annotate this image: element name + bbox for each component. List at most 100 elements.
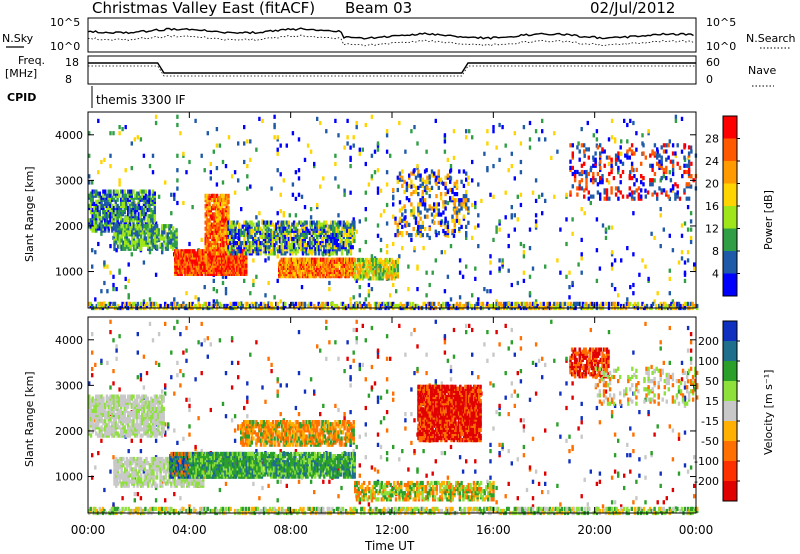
power-cell — [118, 125, 121, 130]
power-cell — [124, 246, 127, 251]
power-cell — [205, 210, 209, 215]
power-cell — [278, 236, 282, 242]
power-cell — [426, 175, 429, 180]
power-cell — [209, 206, 212, 211]
power-cell — [443, 289, 447, 294]
power-cell — [460, 202, 463, 207]
velocity-cell — [136, 492, 139, 497]
power-cell — [366, 257, 369, 263]
power-cell — [430, 173, 434, 178]
power-cell — [209, 241, 212, 246]
power-cell — [91, 193, 94, 198]
power-cell — [326, 301, 329, 306]
power-cell — [496, 301, 500, 306]
power-cell — [466, 301, 469, 306]
power-cell — [544, 264, 547, 269]
power-cell — [170, 224, 173, 229]
power-cell — [291, 301, 295, 306]
power-cell — [598, 303, 602, 309]
power-cell — [607, 180, 611, 185]
power-cell — [516, 301, 519, 306]
power-cell — [200, 263, 204, 268]
power-cell — [303, 243, 306, 248]
power-cell — [139, 301, 143, 306]
power-cell — [306, 143, 310, 148]
power-cell — [366, 272, 369, 277]
power-cell — [661, 303, 664, 309]
power-cell — [113, 301, 117, 306]
power-cell — [291, 245, 294, 250]
power-cell — [571, 171, 574, 177]
power-cell — [153, 193, 156, 198]
power-cell — [443, 133, 447, 138]
power-cell — [243, 241, 246, 246]
power-cell — [102, 224, 105, 229]
power-cell — [604, 227, 608, 232]
power-cell — [367, 274, 371, 279]
power-cell — [376, 147, 380, 152]
power-cell — [401, 169, 404, 174]
power-cell — [103, 260, 106, 265]
power-cell — [259, 226, 262, 231]
power-cell — [148, 240, 152, 245]
power-cell — [276, 235, 279, 240]
power-cell — [105, 214, 109, 219]
power-cell — [127, 293, 130, 298]
power-cell — [205, 226, 209, 231]
power-cell — [339, 243, 342, 248]
power-cell — [656, 149, 659, 154]
power-cell — [608, 171, 611, 177]
power-cell — [323, 303, 326, 309]
power-cell — [259, 301, 263, 306]
power-cell — [354, 301, 357, 306]
power-cell — [632, 120, 635, 126]
power-cell — [236, 249, 239, 254]
power-cell — [322, 263, 325, 268]
power-cell — [213, 236, 216, 242]
power-cell — [255, 215, 258, 220]
power-cell — [221, 193, 224, 198]
power-cell — [421, 224, 424, 229]
power-cell — [316, 245, 319, 250]
power-cell — [580, 178, 584, 183]
power-cell — [166, 242, 169, 247]
power-cell — [640, 161, 643, 166]
power-cell — [270, 186, 273, 191]
power-cell — [321, 230, 324, 235]
power-cell — [596, 145, 600, 150]
nave-tick-high: 60 — [706, 56, 720, 69]
power-cell — [280, 269, 283, 275]
power-cell — [221, 197, 224, 203]
power-cell — [118, 193, 121, 198]
power-cell — [296, 241, 299, 246]
power-cell — [276, 278, 279, 283]
power-cell — [617, 186, 620, 191]
power-cell — [212, 149, 215, 154]
power-cell — [528, 227, 532, 232]
power-cell — [592, 133, 595, 138]
power-cell — [439, 196, 443, 201]
power-cell — [437, 171, 440, 176]
velocity-cell — [164, 391, 167, 396]
power-cell — [653, 143, 657, 148]
power-cell — [129, 240, 132, 245]
power-cell — [465, 224, 468, 229]
power-cell — [334, 118, 337, 123]
power-cell — [633, 182, 636, 187]
power-cell — [148, 301, 152, 306]
cpid-value: themis 3300 IF — [96, 93, 186, 107]
power-cell — [280, 226, 283, 231]
power-cell — [317, 251, 321, 256]
power-cell — [462, 194, 466, 199]
power-cell — [576, 186, 579, 191]
power-cell — [621, 169, 625, 175]
power-cell — [335, 241, 338, 246]
power-cell — [358, 293, 361, 298]
power-cell — [212, 287, 215, 292]
power-cell — [91, 248, 94, 253]
power-cell — [142, 301, 146, 306]
power-cell — [227, 206, 230, 211]
power-cell — [135, 191, 139, 196]
power-cell — [168, 224, 171, 229]
power-cell — [246, 222, 250, 227]
